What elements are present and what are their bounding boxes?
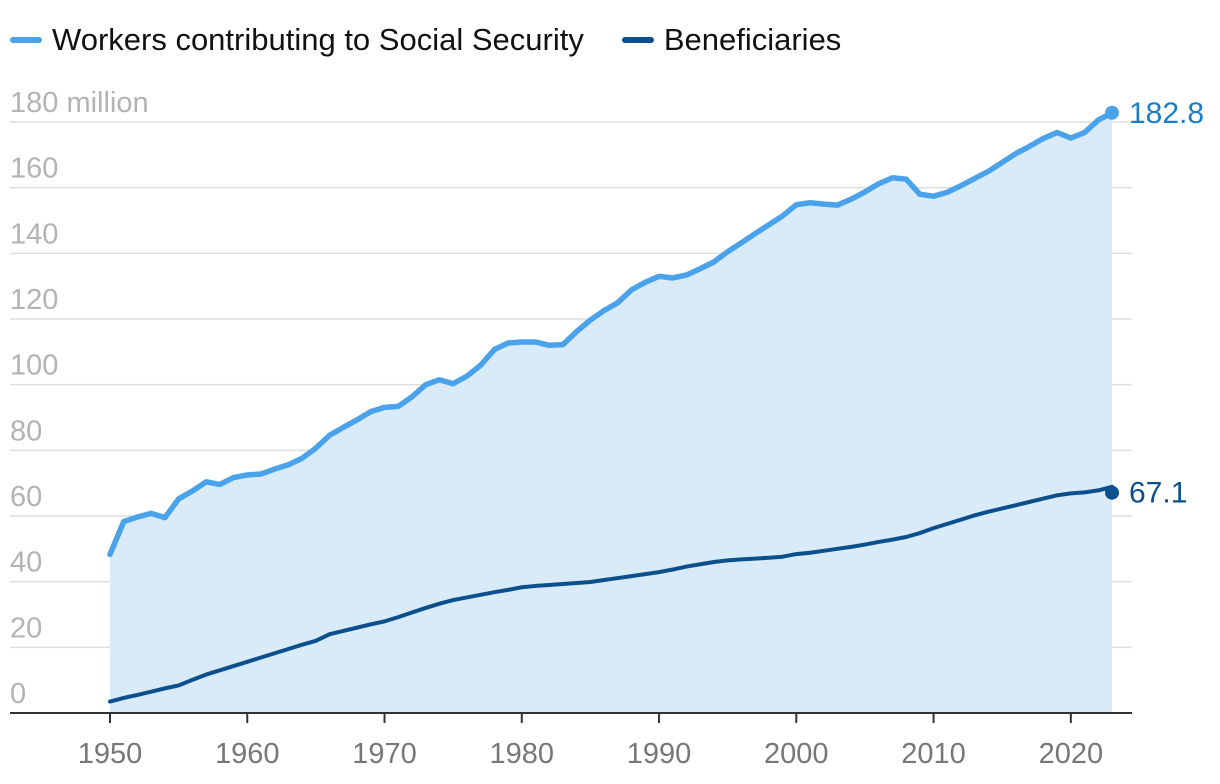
end-markers: 182.8 67.1: [1105, 97, 1204, 510]
y-tick-label-60: 60: [10, 481, 42, 513]
legend-swatch-beneficiaries: [621, 37, 654, 43]
legend-item-workers[interactable]: Workers contributing to Social Security: [10, 22, 584, 58]
x-tick-label-1990: 1990: [627, 738, 692, 770]
x-tick-label-1950: 1950: [78, 738, 143, 770]
x-tick-label-1980: 1980: [490, 738, 555, 770]
series-lines: [107, 110, 1115, 704]
legend-label-workers: Workers contributing to Social Security: [52, 22, 584, 57]
x-tick-label-2000: 2000: [764, 738, 829, 770]
y-tick-label-160: 160: [10, 153, 58, 185]
workers-end-marker: [1105, 105, 1119, 120]
y-tick-label-20: 20: [10, 612, 42, 644]
y-tick-label-0: 0: [10, 678, 26, 710]
x-axis-ticks: 1950 1960 1970 1980 1990 2000 2010 2020: [78, 713, 1103, 770]
x-tick-label-2010: 2010: [901, 738, 966, 770]
x-tick-label-1960: 1960: [215, 738, 280, 770]
legend-item-beneficiaries[interactable]: Beneficiaries: [621, 22, 842, 58]
beneficiaries-end-marker: [1105, 485, 1119, 500]
y-tick-label-100: 100: [10, 350, 58, 382]
beneficiaries-line: [108, 484, 1114, 704]
legend: Workers contributing to Social Security …: [10, 18, 879, 62]
beneficiaries-end-label: 67.1: [1129, 477, 1187, 510]
y-tick-label-40: 40: [10, 547, 42, 579]
y-axis-ticks: 0 20 40 60 80 100 120 140 160 180 million: [10, 87, 149, 710]
workers-line: [107, 110, 1115, 558]
x-tick-label-2020: 2020: [1039, 738, 1104, 770]
y-tick-label-140: 140: [10, 218, 58, 250]
workers-end-label: 182.8: [1129, 97, 1204, 130]
y-tick-label-80: 80: [10, 415, 42, 447]
legend-label-beneficiaries: Beneficiaries: [663, 22, 842, 57]
y-tick-label-120: 120: [10, 284, 58, 316]
x-tick-label-1970: 1970: [352, 738, 417, 770]
workers-area-fill: [110, 112, 1112, 713]
y-tick-label-180: 180 million: [10, 87, 149, 119]
workers-area-layer: [110, 112, 1112, 713]
legend-swatch-workers: [10, 37, 42, 43]
